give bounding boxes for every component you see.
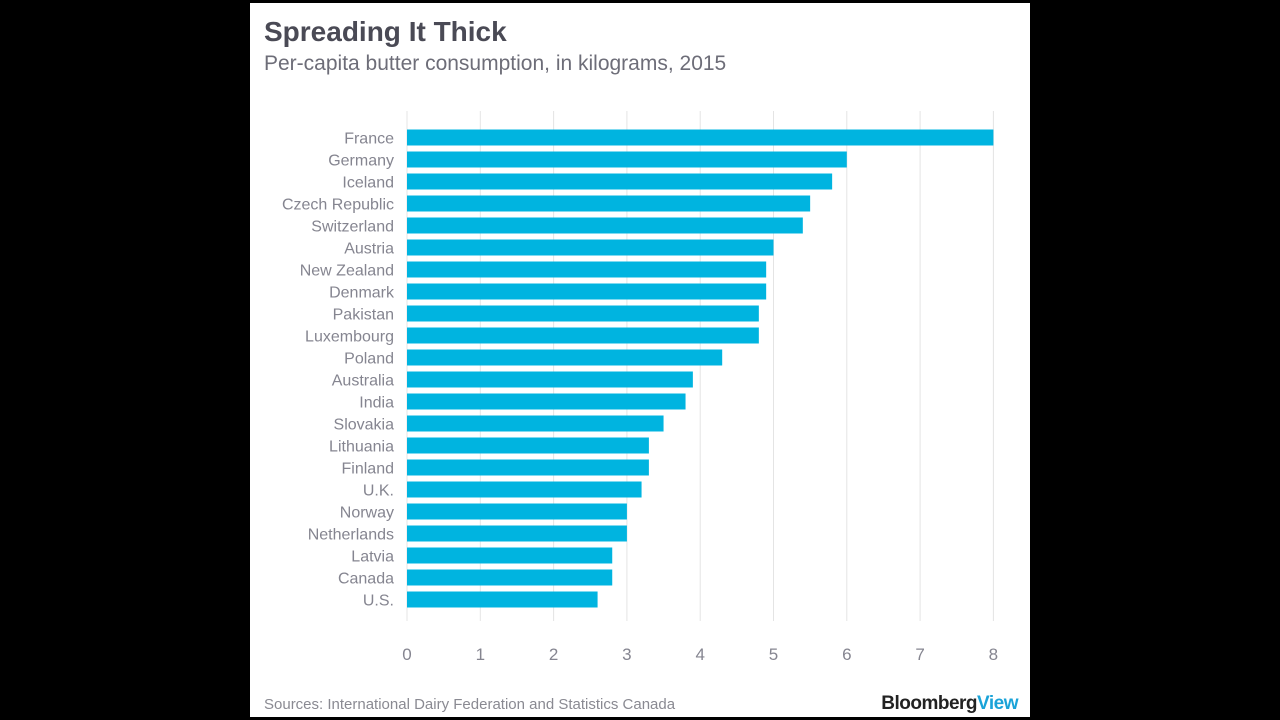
x-tick-label: 0 [402, 645, 411, 664]
bar [407, 349, 723, 366]
category-label: U.S. [363, 593, 394, 610]
category-label: Poland [344, 351, 394, 368]
category-label: Norway [340, 505, 394, 522]
category-label: Czech Republic [282, 197, 394, 214]
bar [407, 129, 994, 146]
bar [407, 151, 847, 168]
bar-chart: France Germany Iceland Czech Republic Switze… [282, 111, 998, 664]
category-label: Germany [328, 153, 394, 170]
category-label: Finland [342, 461, 394, 478]
logo-main: Bloomberg [881, 693, 978, 714]
bar [407, 305, 759, 322]
bar [407, 459, 649, 476]
bars [407, 129, 994, 608]
bar [407, 371, 693, 388]
x-tick-labels: 0 1 2 3 4 5 6 7 8 [402, 645, 998, 664]
bar [407, 437, 649, 454]
x-tick-label: 8 [989, 645, 998, 664]
category-label: New Zealand [300, 263, 394, 280]
category-label: Denmark [329, 285, 395, 302]
bar [407, 195, 811, 212]
category-label: Slovakia [334, 417, 395, 434]
category-label: France [344, 131, 394, 148]
x-tick-label: 4 [695, 645, 704, 664]
category-label: Canada [338, 571, 394, 588]
bar [407, 481, 642, 498]
chart-subtitle: Per-capita butter consumption, in kilogr… [264, 52, 727, 75]
category-label: Lithuania [329, 439, 394, 456]
x-tick-label: 6 [842, 645, 851, 664]
x-tick-label: 2 [549, 645, 558, 664]
category-label: Austria [344, 241, 394, 258]
category-label: Pakistan [333, 307, 394, 324]
x-tick-label: 5 [769, 645, 778, 664]
category-label: Australia [332, 373, 394, 390]
bar [407, 217, 803, 234]
x-tick-label: 1 [476, 645, 485, 664]
logo-accent: View [977, 693, 1018, 714]
category-label: U.K. [363, 483, 394, 500]
x-tick-label: 7 [915, 645, 924, 664]
bar [407, 503, 627, 520]
bar [407, 327, 759, 344]
bar [407, 525, 627, 542]
category-label: Netherlands [308, 527, 394, 544]
category-label: Iceland [342, 175, 394, 192]
bar [407, 261, 767, 278]
category-label: Luxembourg [305, 329, 394, 346]
bar [407, 547, 613, 564]
source-note: Sources: International Dairy Federation … [264, 696, 676, 713]
bar [407, 591, 598, 608]
bar [407, 283, 767, 300]
chart-title: Spreading It Thick [264, 16, 507, 47]
bloomberg-view-logo: BloombergView [881, 693, 1018, 715]
x-tick-label: 3 [622, 645, 631, 664]
category-labels: France Germany Iceland Czech Republic Switze… [282, 131, 395, 610]
category-label: Switzerland [311, 219, 394, 236]
bar [407, 173, 833, 190]
bar [407, 239, 774, 256]
bar [407, 415, 664, 432]
bar [407, 393, 686, 410]
chart-card: Spreading It Thick Per-capita butter con… [250, 3, 1030, 717]
bar [407, 569, 613, 586]
category-label: India [359, 395, 394, 412]
category-label: Latvia [351, 549, 394, 566]
